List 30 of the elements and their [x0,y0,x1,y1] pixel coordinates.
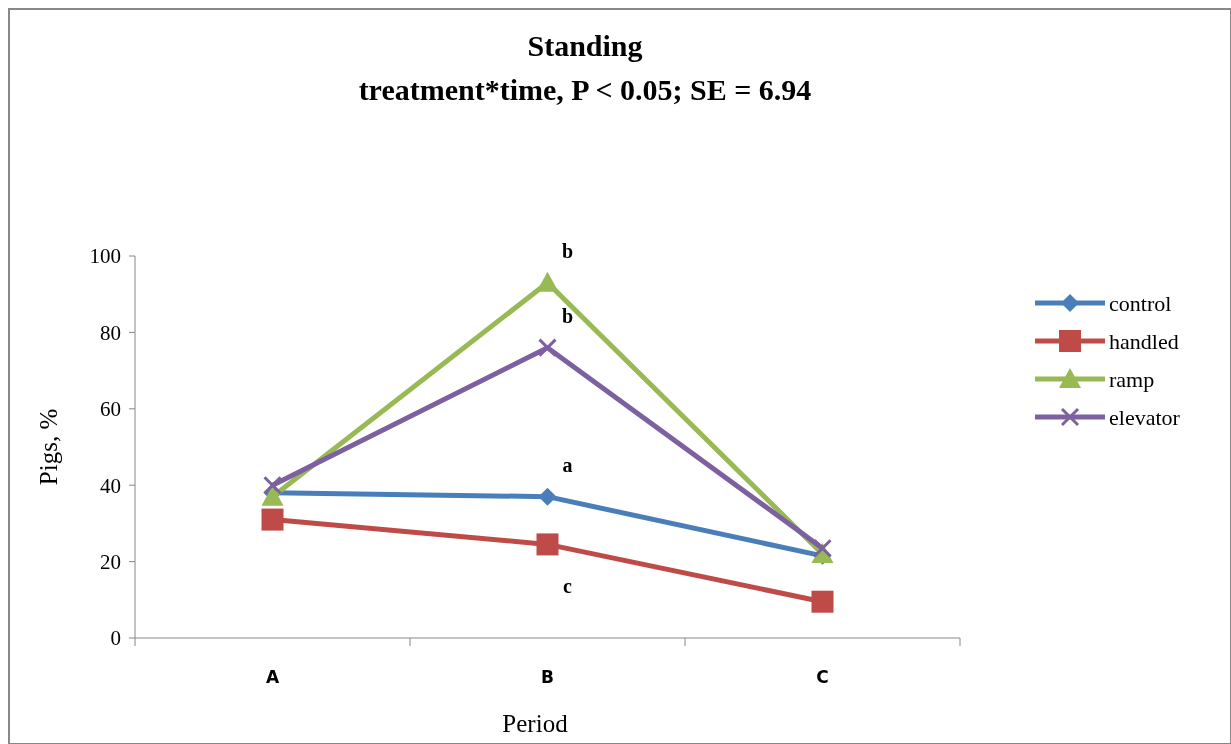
point [263,475,282,495]
point [261,508,284,531]
legend-label: ramp [1109,366,1155,392]
point [536,271,559,292]
point [813,538,832,558]
legend-label: handled [1109,328,1179,354]
point [536,533,559,556]
annotation: c [563,575,573,598]
legend-label: elevator [1109,404,1181,430]
x-axis-title: Period [502,710,569,737]
y-axis-title: Pigs, % [35,408,62,486]
point [538,487,557,506]
y-tick-label: 0 [110,626,121,651]
annotation: b [561,304,574,327]
point [261,485,284,506]
chart-title: Standing [527,29,643,62]
chart-subtitle: treatment*time, P < 0.05; SE = 6.94 [358,73,812,106]
legend-label: control [1109,290,1172,316]
y-tick-label: 20 [100,549,121,574]
annotation: b [561,239,574,262]
y-tick-label: 100 [89,244,121,269]
y-tick-label: 80 [100,320,121,345]
x-tick-label: B [541,667,554,687]
x-tick-label: A [265,667,280,687]
point [538,338,557,358]
y-tick-label: 60 [100,397,121,422]
y-tick-label: 40 [100,473,121,498]
annotation: a [562,453,573,476]
point [811,590,834,613]
x-tick-label: C [816,667,829,687]
